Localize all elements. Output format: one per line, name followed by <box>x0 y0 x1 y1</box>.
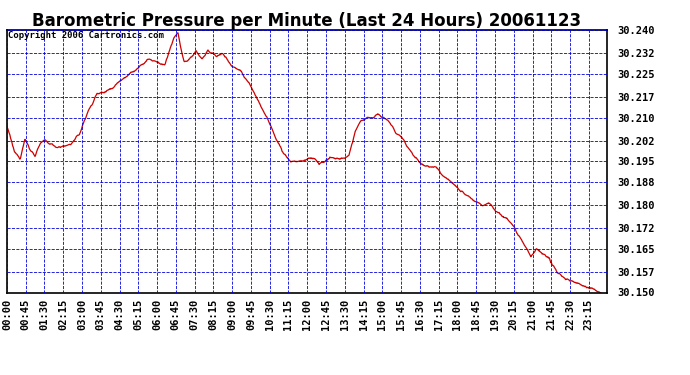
Title: Barometric Pressure per Minute (Last 24 Hours) 20061123: Barometric Pressure per Minute (Last 24 … <box>32 12 582 30</box>
Text: Copyright 2006 Cartronics.com: Copyright 2006 Cartronics.com <box>8 32 164 40</box>
